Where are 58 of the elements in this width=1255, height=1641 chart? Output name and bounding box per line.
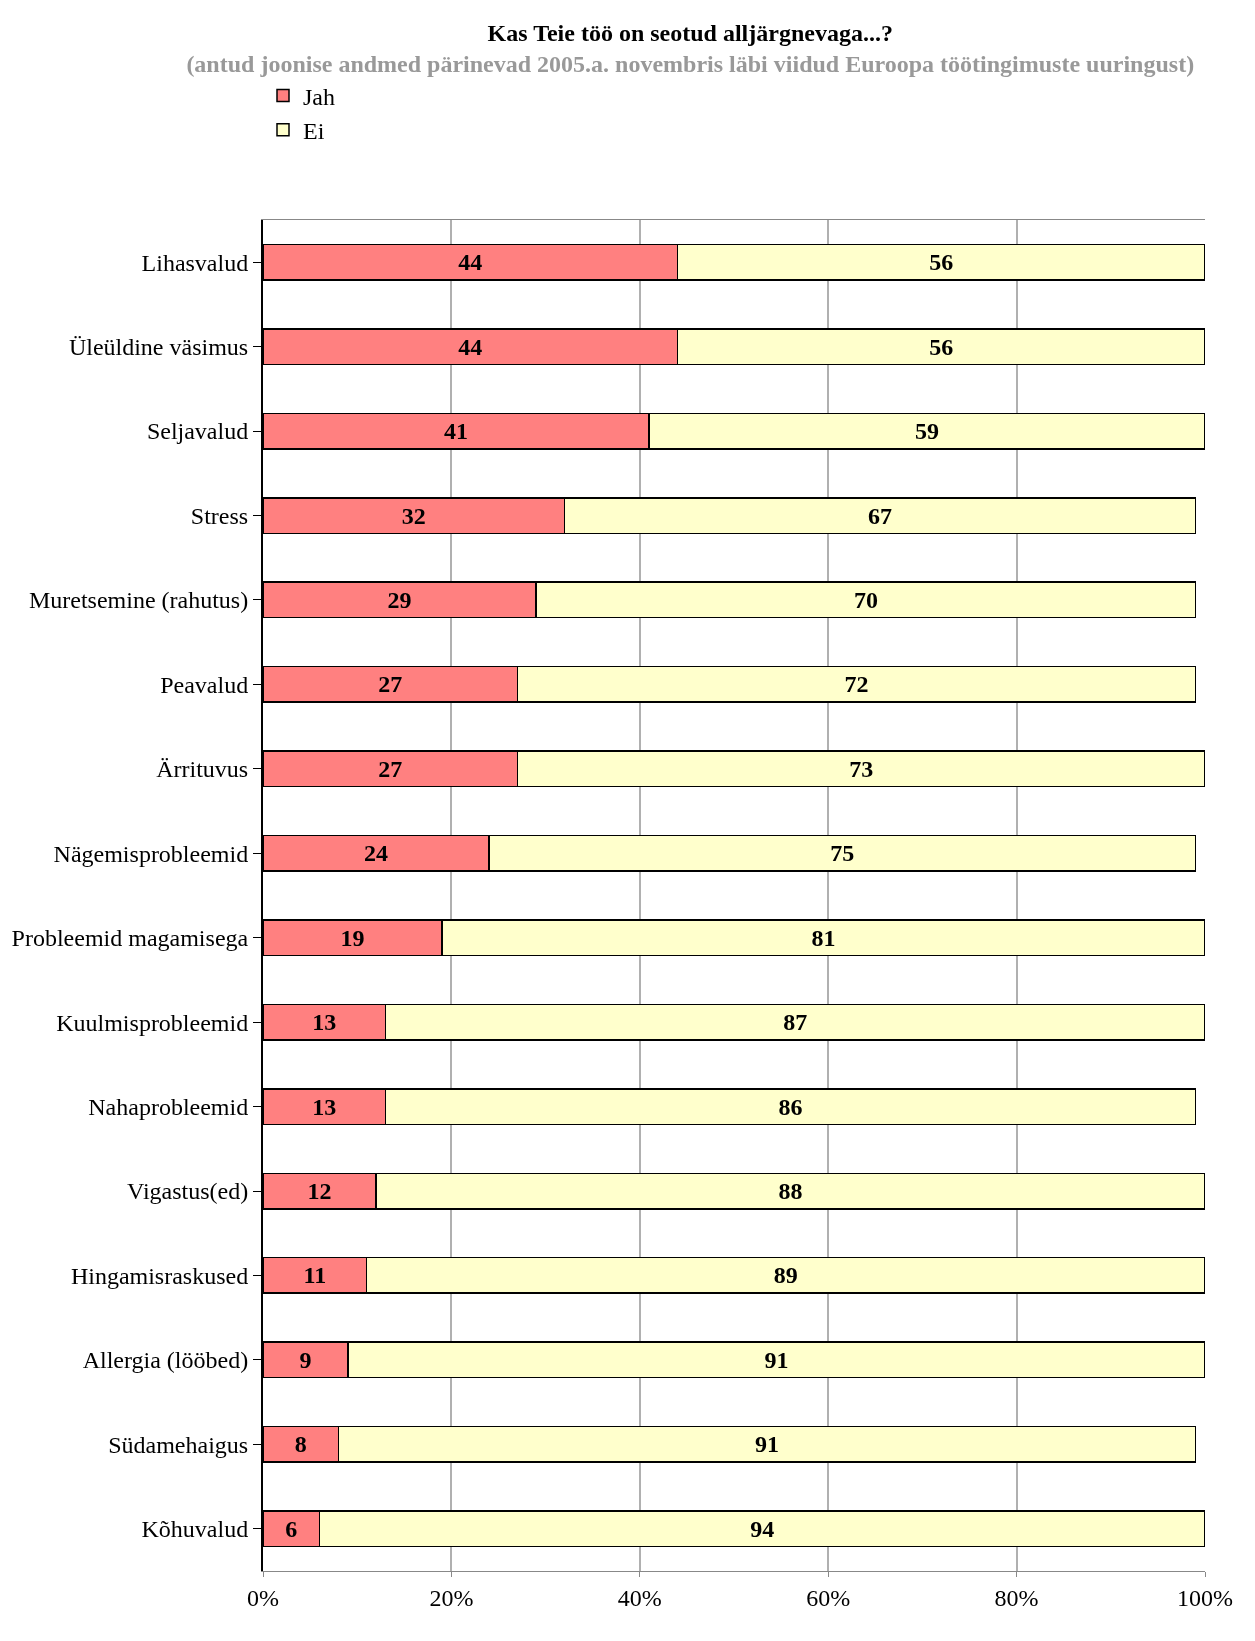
data-label: 27 bbox=[378, 755, 403, 782]
data-label: 11 bbox=[303, 1262, 327, 1289]
data-label: 87 bbox=[783, 1009, 808, 1036]
x-tick-label: 40% bbox=[617, 1584, 662, 1611]
chart-title: Kas Teie töö on seotud alljärgnevaga...? bbox=[487, 20, 893, 47]
y-tick-label: Südamehaigus bbox=[108, 1431, 249, 1458]
data-label: 81 bbox=[811, 924, 836, 951]
data-label: 94 bbox=[750, 1515, 775, 1542]
data-label: 19 bbox=[340, 924, 365, 951]
data-label: 8 bbox=[294, 1431, 307, 1458]
data-label: 41 bbox=[444, 418, 469, 445]
data-label: 73 bbox=[849, 755, 874, 782]
x-tick-label: 100% bbox=[1177, 1584, 1233, 1611]
data-label: 56 bbox=[929, 249, 954, 276]
y-tick-label: Nägemisprobleemid bbox=[53, 840, 249, 867]
data-label: 67 bbox=[868, 502, 893, 529]
y-tick-label: Kõhuvalud bbox=[141, 1516, 249, 1543]
y-tick-label: Muretsemine (rahutus) bbox=[28, 587, 249, 614]
data-label: 13 bbox=[312, 1009, 337, 1036]
y-tick-label: Vigastus(ed) bbox=[127, 1178, 249, 1205]
y-tick-label: Seljavalud bbox=[146, 418, 249, 445]
chart-subtitle: (antud joonise andmed pärinevad 2005.a. novembris läbi viidud Euroopa töötingimuste uuringust) bbox=[186, 51, 1195, 78]
data-label: 91 bbox=[764, 1346, 789, 1373]
data-label: 56 bbox=[929, 333, 954, 360]
y-tick-label: Kuulmisprobleemid bbox=[56, 1009, 249, 1036]
y-tick-label: Nahaprobleemid bbox=[88, 1093, 249, 1120]
x-tick-label: 20% bbox=[429, 1584, 474, 1611]
data-label: 6 bbox=[285, 1515, 298, 1542]
data-label: 89 bbox=[773, 1262, 798, 1289]
y-tick-label: Allergia (lööbed) bbox=[82, 1347, 249, 1374]
x-tick-label: 0% bbox=[247, 1584, 279, 1611]
data-label: 13 bbox=[312, 1093, 337, 1120]
data-label: 59 bbox=[915, 418, 940, 445]
data-label: 44 bbox=[458, 333, 483, 360]
data-label: 75 bbox=[830, 840, 855, 867]
y-tick-label: Ärrituvus bbox=[156, 756, 249, 783]
legend-label: Jah bbox=[303, 83, 335, 110]
data-label: 44 bbox=[458, 249, 483, 276]
data-label: 70 bbox=[853, 586, 878, 613]
data-label: 24 bbox=[364, 840, 389, 867]
data-label: 91 bbox=[754, 1431, 779, 1458]
y-tick-label: Stress bbox=[190, 502, 249, 529]
data-label: 9 bbox=[299, 1346, 312, 1373]
y-tick-label: Lihasvalud bbox=[141, 249, 249, 276]
data-label: 29 bbox=[387, 586, 412, 613]
data-label: 32 bbox=[401, 502, 426, 529]
y-tick-label: Hingamisraskused bbox=[70, 1262, 249, 1289]
x-tick-label: 60% bbox=[806, 1584, 851, 1611]
data-label: 72 bbox=[844, 671, 869, 698]
data-label: 27 bbox=[378, 671, 403, 698]
data-label: 12 bbox=[307, 1178, 332, 1205]
legend-label: Ei bbox=[303, 118, 325, 145]
y-tick-label: Üleüldine väsimus bbox=[68, 334, 249, 361]
data-label: 88 bbox=[778, 1178, 803, 1205]
y-tick-label: Probleemid magamisega bbox=[11, 925, 249, 952]
data-label: 86 bbox=[778, 1093, 803, 1120]
y-tick-label: Peavalud bbox=[160, 671, 249, 698]
x-tick-label: 80% bbox=[994, 1584, 1039, 1611]
